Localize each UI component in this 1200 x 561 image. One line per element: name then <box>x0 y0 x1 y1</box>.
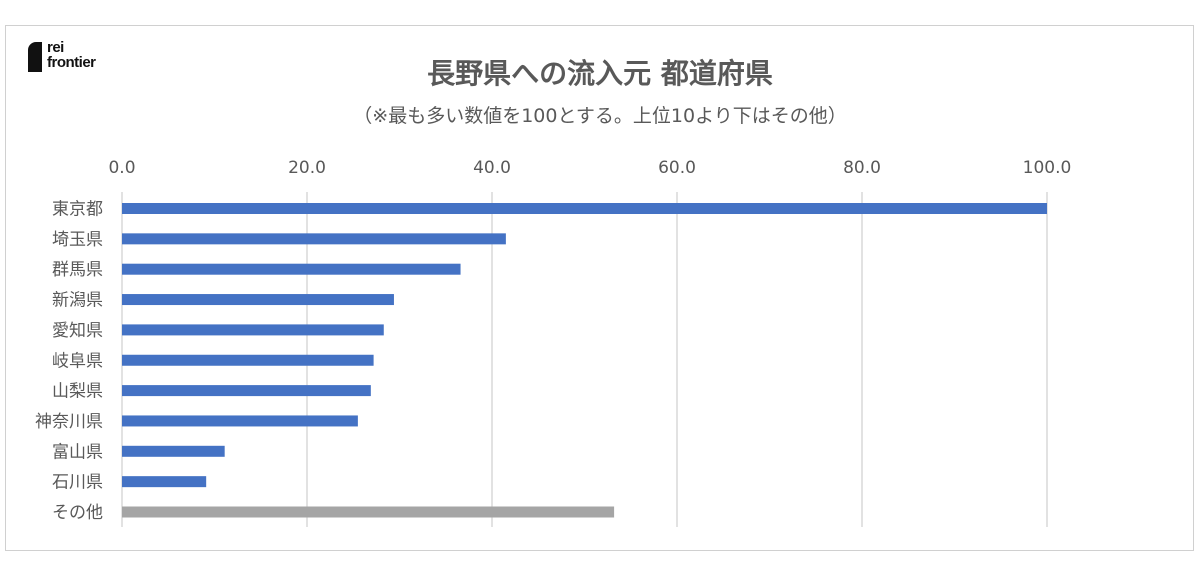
logo-line2: frontier <box>47 54 96 71</box>
bar-石川県 <box>122 476 207 488</box>
category-label: 富山県 <box>52 442 103 462</box>
x-tick-label: 80.0 <box>843 158 881 178</box>
logo-mark-icon <box>28 42 42 72</box>
x-tick-label: 0.0 <box>108 158 135 178</box>
category-label: その他 <box>52 503 103 523</box>
x-tick-label: 20.0 <box>288 158 326 178</box>
bar-群馬県 <box>122 263 461 275</box>
category-label: 石川県 <box>52 473 103 493</box>
bar-富山県 <box>122 445 225 457</box>
x-tick-label: 100.0 <box>1023 158 1072 178</box>
logo-line1: rei <box>47 39 64 56</box>
category-label: 愛知県 <box>52 321 103 341</box>
bar-岐阜県 <box>122 354 374 366</box>
bar-新潟県 <box>122 294 394 306</box>
category-label: 新潟県 <box>52 291 103 311</box>
bar-愛知県 <box>122 324 384 336</box>
x-tick-label: 40.0 <box>473 158 511 178</box>
bar-神奈川県 <box>122 415 358 427</box>
category-label: 東京都 <box>52 200 103 220</box>
category-label: 岐阜県 <box>52 351 103 371</box>
category-label: 山梨県 <box>52 382 103 402</box>
chart-title: 長野県への流入元 都道府県 <box>427 57 773 90</box>
category-label: 埼玉県 <box>52 230 103 250</box>
chart-subtitle: （※最も多い数値を100とする。上位10より下はその他） <box>353 105 847 127</box>
logo-text: rei frontier <box>47 40 96 70</box>
logo: rei frontier <box>28 40 96 72</box>
category-label: 神奈川県 <box>35 412 103 432</box>
bar-埼玉県 <box>122 233 506 245</box>
chart-frame <box>5 25 1194 551</box>
bar-山梨県 <box>122 385 371 397</box>
x-tick-label: 60.0 <box>658 158 696 178</box>
bar-その他 <box>122 506 615 518</box>
bar-東京都 <box>122 203 1047 214</box>
category-label: 群馬県 <box>52 260 103 280</box>
